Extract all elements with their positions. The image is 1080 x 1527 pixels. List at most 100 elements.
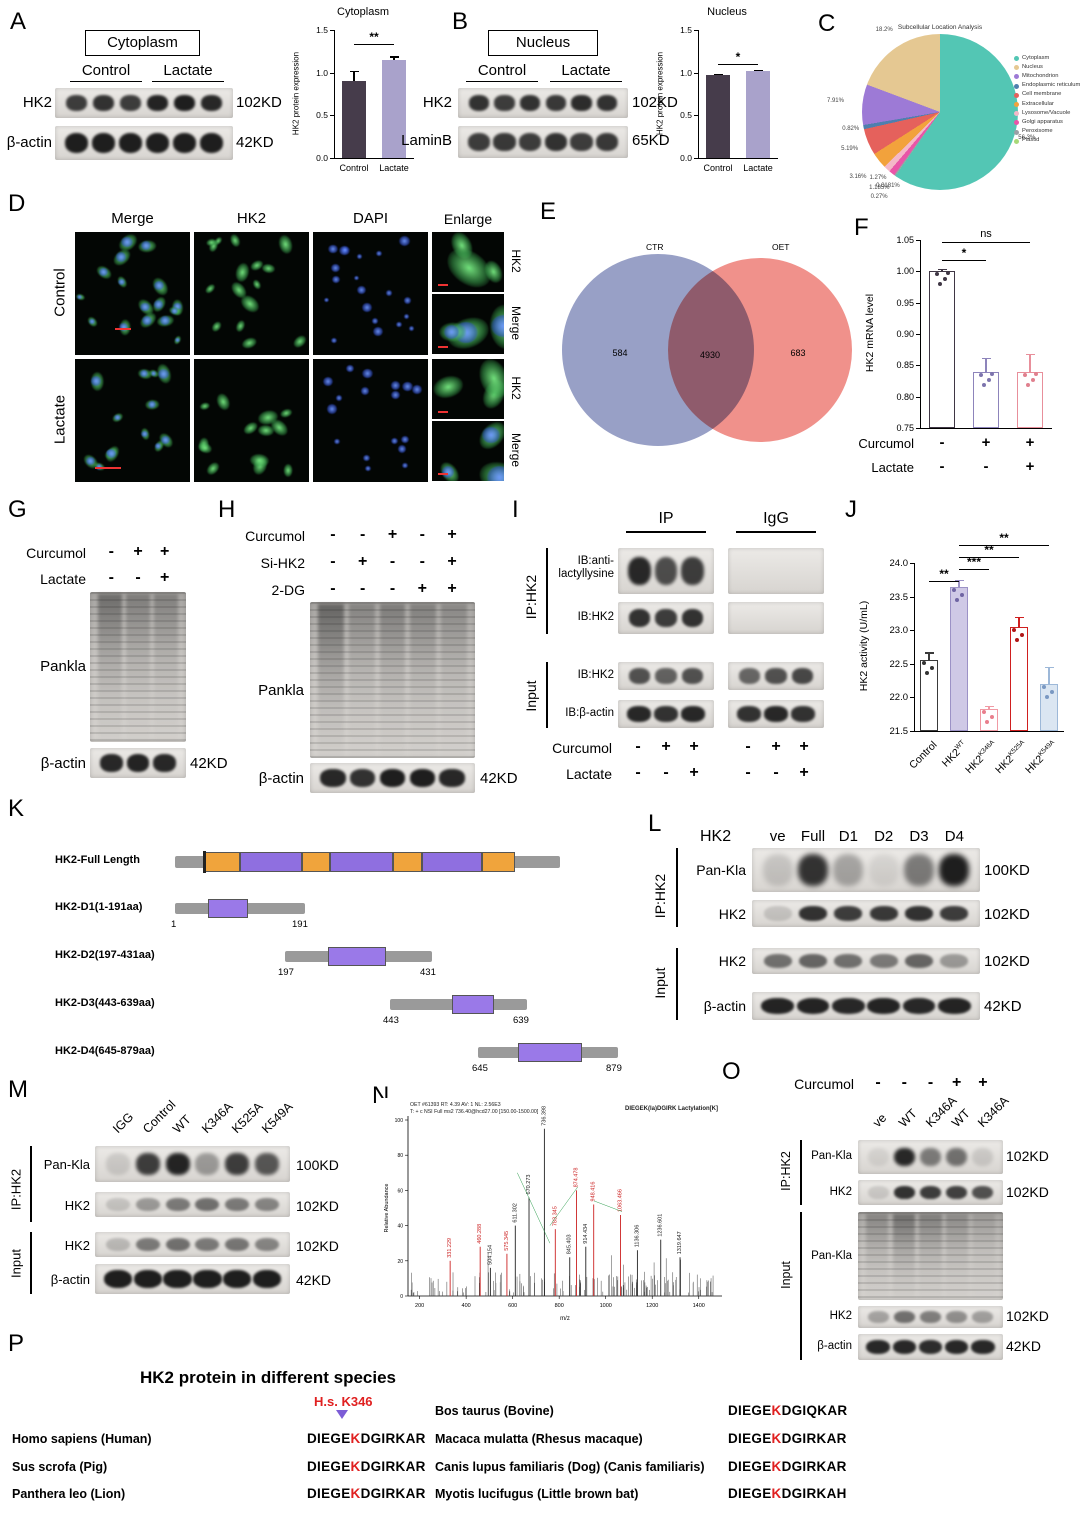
error-cap — [713, 73, 723, 76]
sig-line — [718, 64, 758, 66]
construct-end: 639 — [513, 1015, 529, 1026]
cell-signal — [234, 319, 247, 334]
y-tick-label: 1.0 — [316, 67, 328, 78]
seq-k346: K — [350, 1486, 361, 1501]
peak-label: 1063.466 — [617, 1189, 623, 1212]
row-label: Lactate — [51, 394, 69, 444]
y-tick-label: 20 — [397, 1259, 403, 1265]
scale-bar — [438, 346, 448, 348]
y-tick — [910, 697, 914, 699]
blot-band — [946, 1147, 968, 1167]
cell-nucleus — [443, 325, 459, 339]
blot-band — [468, 95, 490, 111]
panel-label-p: P — [8, 1330, 25, 1357]
blot-row-label: HK2 — [829, 1186, 852, 1198]
cond-val: - — [108, 543, 114, 560]
x-tick-label: 400 — [462, 1303, 471, 1309]
species-name: Macaca mulatta (Rhesus macaque) — [435, 1432, 643, 1446]
venn-right-count: 683 — [790, 348, 806, 358]
kd-label: 102KD — [984, 953, 1030, 970]
smear-lane — [919, 1214, 942, 1298]
error-cap — [981, 357, 991, 359]
bar — [980, 709, 998, 731]
species-name: Homo sapiens (Human) — [12, 1432, 152, 1446]
cond-val: + — [447, 553, 457, 570]
blot-band — [628, 557, 651, 585]
blot-band — [834, 953, 863, 969]
cell-signal — [210, 320, 224, 334]
cond-val: + — [1025, 434, 1035, 451]
peak-label: 845.403 — [567, 1234, 573, 1254]
domain-segment — [205, 852, 240, 872]
y-tick-label: 23.5 — [889, 591, 909, 603]
legend-swatch — [1014, 74, 1019, 80]
col-header: Enlarge — [443, 211, 493, 227]
scale-bar — [438, 411, 448, 413]
cell-nucleus — [154, 442, 162, 449]
blot-band — [762, 854, 793, 886]
blot-band — [867, 997, 900, 1015]
blot-band — [153, 754, 176, 772]
cond-label: Curcumol — [858, 436, 914, 451]
cond-val: + — [952, 1074, 962, 1091]
blot-band — [64, 132, 89, 154]
pie-slice-label: 1.185% — [869, 184, 890, 191]
blot-row-label: HK2 — [64, 1197, 90, 1213]
nucleus-chart-title: Nucleus — [707, 6, 747, 18]
cond-val: - — [901, 1074, 907, 1091]
y-tick — [916, 240, 920, 241]
panel-label-i: I — [512, 496, 519, 523]
venn-right-title: OET — [772, 242, 790, 252]
blot-band — [944, 1339, 969, 1355]
error-cap — [349, 70, 359, 73]
blot-row-label: HK2 — [22, 94, 52, 111]
blot-band — [764, 706, 788, 722]
cond-val: + — [771, 738, 781, 755]
cell-signal — [196, 441, 214, 456]
blot-strip — [752, 948, 980, 974]
blot-band — [682, 668, 704, 684]
data-point — [946, 271, 950, 276]
error-bar — [1029, 354, 1031, 372]
domain-segment — [208, 899, 248, 918]
y-tick-label: 0.0 — [680, 153, 692, 163]
y-tick — [694, 30, 698, 31]
sig-label: ns — [980, 228, 992, 240]
pie-slice-label: 0.0181% — [876, 182, 900, 189]
blot-band — [145, 132, 170, 154]
data-point — [982, 382, 986, 387]
error-cap — [924, 652, 934, 654]
blot-band — [866, 1339, 890, 1355]
blot-row-label: β-actin — [703, 998, 746, 1014]
legend-label: Peroxisome — [1022, 128, 1053, 135]
pie-slice-label: 0.27% — [870, 193, 888, 200]
blot-band — [628, 668, 650, 684]
domain-segment — [302, 852, 330, 872]
y-tick — [330, 30, 334, 31]
blot-band — [519, 95, 541, 111]
cond-val: + — [1025, 458, 1035, 475]
blot-band — [119, 95, 142, 111]
cond-val: + — [689, 738, 699, 755]
blot-strip — [458, 88, 628, 118]
venn-right-circle — [668, 258, 852, 442]
match-line — [593, 1200, 623, 1212]
kd-label: 100KD — [296, 1157, 339, 1173]
seq-pre: DIEGE — [728, 1486, 772, 1501]
blot-band — [172, 132, 197, 154]
blot-row-label: IB:HK2 — [577, 669, 614, 681]
peptide-annotation: DIEGEK(la)DGIRK Lactylation[K] — [625, 1106, 718, 1112]
seq-pre: DIEGE — [307, 1459, 351, 1474]
cell-nucleus — [139, 302, 150, 312]
legend-swatch — [1014, 138, 1019, 144]
micrograph-merge — [75, 232, 190, 355]
domain-segment — [240, 852, 302, 872]
micrograph-hk2 — [194, 359, 309, 482]
cell-nucleus — [77, 295, 82, 300]
blot-band — [467, 133, 491, 151]
legend-label: Golgi apparatus — [1022, 118, 1063, 125]
data-point — [1015, 637, 1019, 642]
blot-band — [135, 1197, 160, 1212]
sequence: DIEGEKDGIRKAR — [307, 1459, 426, 1474]
blot-band — [682, 609, 704, 627]
